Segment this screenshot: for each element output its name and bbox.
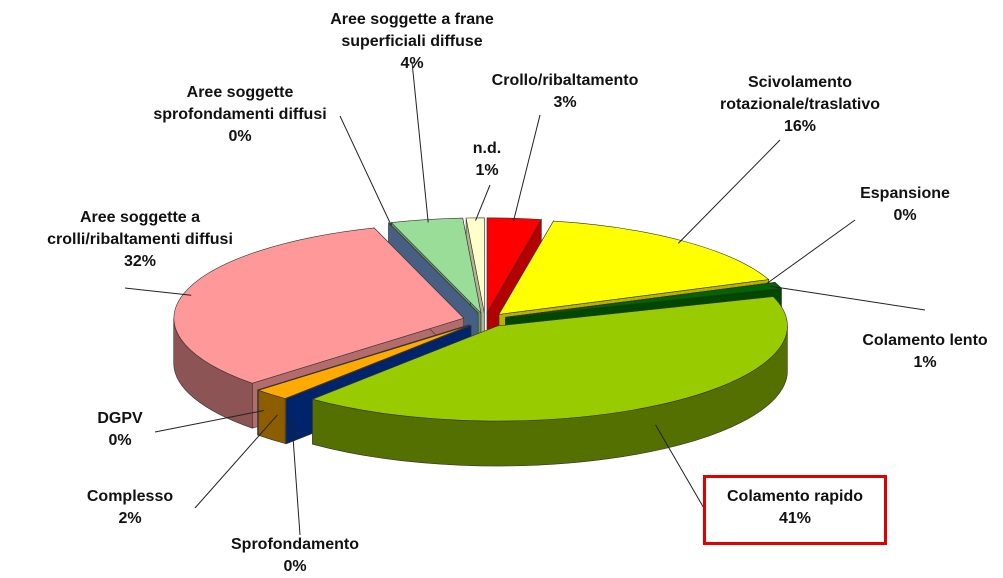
label-name: Scivolamento rotazionale/traslativo	[719, 74, 881, 113]
label-value: 0%	[228, 128, 252, 145]
label-value: 41%	[778, 510, 812, 527]
slice-label: Sprofondamento 0%	[195, 534, 395, 578]
slice-top	[465, 217, 485, 313]
slice-side	[258, 389, 286, 444]
label-value: 1%	[913, 354, 937, 371]
leader-line	[411, 61, 429, 223]
label-name: Sprofondamento	[231, 536, 359, 553]
leader-line	[194, 414, 278, 509]
label-value: 0%	[893, 207, 917, 224]
slice-label: Complesso 2%	[30, 486, 230, 530]
label-name: n.d.	[472, 140, 502, 157]
leader-line	[475, 184, 491, 221]
slice-label: n.d. 1%	[387, 138, 587, 182]
label-name: Colamento rapido	[726, 488, 863, 505]
slice-top	[390, 217, 482, 314]
leader-line	[770, 285, 926, 311]
label-value: 4%	[400, 55, 424, 72]
slice-top	[285, 325, 472, 400]
label-value: 1%	[475, 162, 499, 179]
slice-top	[311, 296, 788, 422]
label-value: 2%	[118, 510, 142, 527]
label-value: 0%	[283, 558, 307, 575]
leader-line	[655, 424, 706, 511]
label-name: Aree soggette a crolli/ribaltamenti diff…	[47, 209, 233, 248]
leader-line	[766, 219, 856, 284]
highlight-box	[703, 475, 887, 545]
label-name: DGPV	[97, 410, 143, 427]
slice-top	[257, 324, 470, 391]
label-name: Complesso	[86, 488, 174, 505]
slice-label: Aree soggette a crolli/ribaltamenti diff…	[20, 207, 260, 273]
slice-label: Colamento rapido 41%	[695, 486, 895, 530]
label-name: Colamento lento	[862, 332, 988, 349]
slice-label: Crollo/ribaltamento 3%	[465, 70, 665, 114]
slice-label: Aree soggette sprofondamenti diffusi 0%	[140, 82, 340, 148]
label-name: Crollo/ribaltamento	[491, 72, 639, 89]
leader-line	[339, 115, 392, 226]
slice-label: Aree soggette a frane superficiali diffu…	[312, 9, 512, 75]
leader-line	[124, 287, 192, 296]
leader-line	[291, 419, 301, 536]
slice-label: Scivolamento rotazionale/traslativo 16%	[700, 72, 900, 138]
leader-line	[677, 139, 781, 244]
slice-label: DGPV 0%	[20, 408, 220, 452]
slice-top	[257, 325, 471, 399]
leader-line	[154, 410, 264, 433]
slice-top	[388, 222, 479, 314]
label-name: Espansione	[860, 185, 950, 202]
slice-label: Colamento lento 1%	[825, 330, 1003, 374]
label-value: 16%	[783, 118, 817, 135]
label-value: 32%	[123, 253, 157, 270]
slice-label: Espansione 0%	[805, 183, 1003, 227]
slice-top	[498, 220, 770, 315]
label-value: 3%	[553, 94, 577, 111]
label-value: 0%	[108, 432, 132, 449]
leader-line	[513, 114, 541, 222]
label-name: Aree soggette a frane superficiali diffu…	[330, 11, 494, 50]
label-name: Aree soggette sprofondamenti diffusi	[153, 84, 327, 123]
